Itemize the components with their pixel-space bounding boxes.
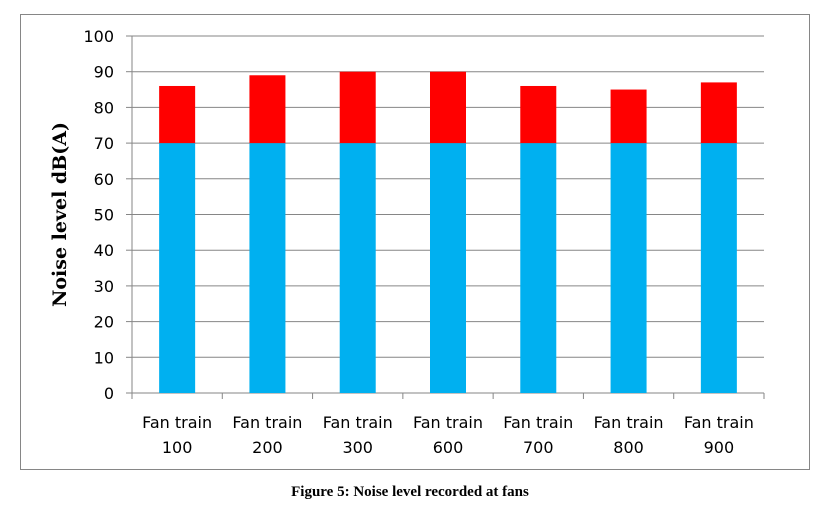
y-axis-label: Noise level dB(A): [49, 122, 71, 307]
x-tick-label: 900: [704, 438, 735, 457]
x-tick-label: 800: [613, 438, 644, 457]
bar-segment: [339, 71, 376, 144]
bar-segment: [249, 75, 286, 144]
bar-segment: [520, 85, 557, 144]
bar-segment: [249, 143, 286, 393]
y-tick-label: 80: [94, 98, 114, 117]
chart-frame: [20, 14, 810, 470]
figure-caption: Figure 5: Noise level recorded at fans: [291, 484, 529, 500]
x-tick-label: Fan train: [594, 413, 664, 432]
y-tick-label: 100: [83, 27, 114, 46]
y-tick-label: 0: [104, 384, 114, 403]
bar-segment: [339, 143, 376, 393]
bar-segment: [159, 143, 196, 393]
x-tick-label: Fan train: [503, 413, 573, 432]
x-tick-label: 100: [162, 438, 193, 457]
x-tick-label: 300: [342, 438, 373, 457]
bar-segment: [700, 143, 737, 393]
bar-segment: [430, 143, 466, 393]
x-tick-label: 600: [433, 438, 464, 457]
y-tick-label: 20: [94, 313, 114, 332]
y-tick-label: 30: [94, 277, 114, 296]
y-tick-label: 90: [94, 63, 114, 82]
x-tick-label: 200: [252, 438, 283, 457]
x-tick-label: Fan train: [684, 413, 754, 432]
bar-segment: [610, 89, 647, 144]
bar-segment: [610, 143, 647, 393]
y-tick-label: 50: [94, 206, 114, 225]
y-tick-label: 10: [94, 348, 114, 367]
bar-segment: [520, 143, 557, 393]
y-tick-label: 60: [94, 170, 114, 189]
bar-segment: [700, 82, 737, 144]
bar-chart: 0 10 20 30 40 50 60 70 80 90 100 Fan train 100 Fan tr…: [49, 27, 765, 457]
x-tick-label: Fan train: [323, 413, 393, 432]
y-tick-label: 70: [94, 134, 114, 153]
x-tick-label: Fan train: [142, 413, 212, 432]
y-tick-label: 40: [94, 241, 114, 260]
x-tick-label: 700: [523, 438, 554, 457]
x-tick-label: Fan train: [232, 413, 302, 432]
bar-segment: [159, 85, 196, 144]
bar-segment: [430, 71, 466, 144]
x-tick-label: Fan train: [413, 413, 483, 432]
